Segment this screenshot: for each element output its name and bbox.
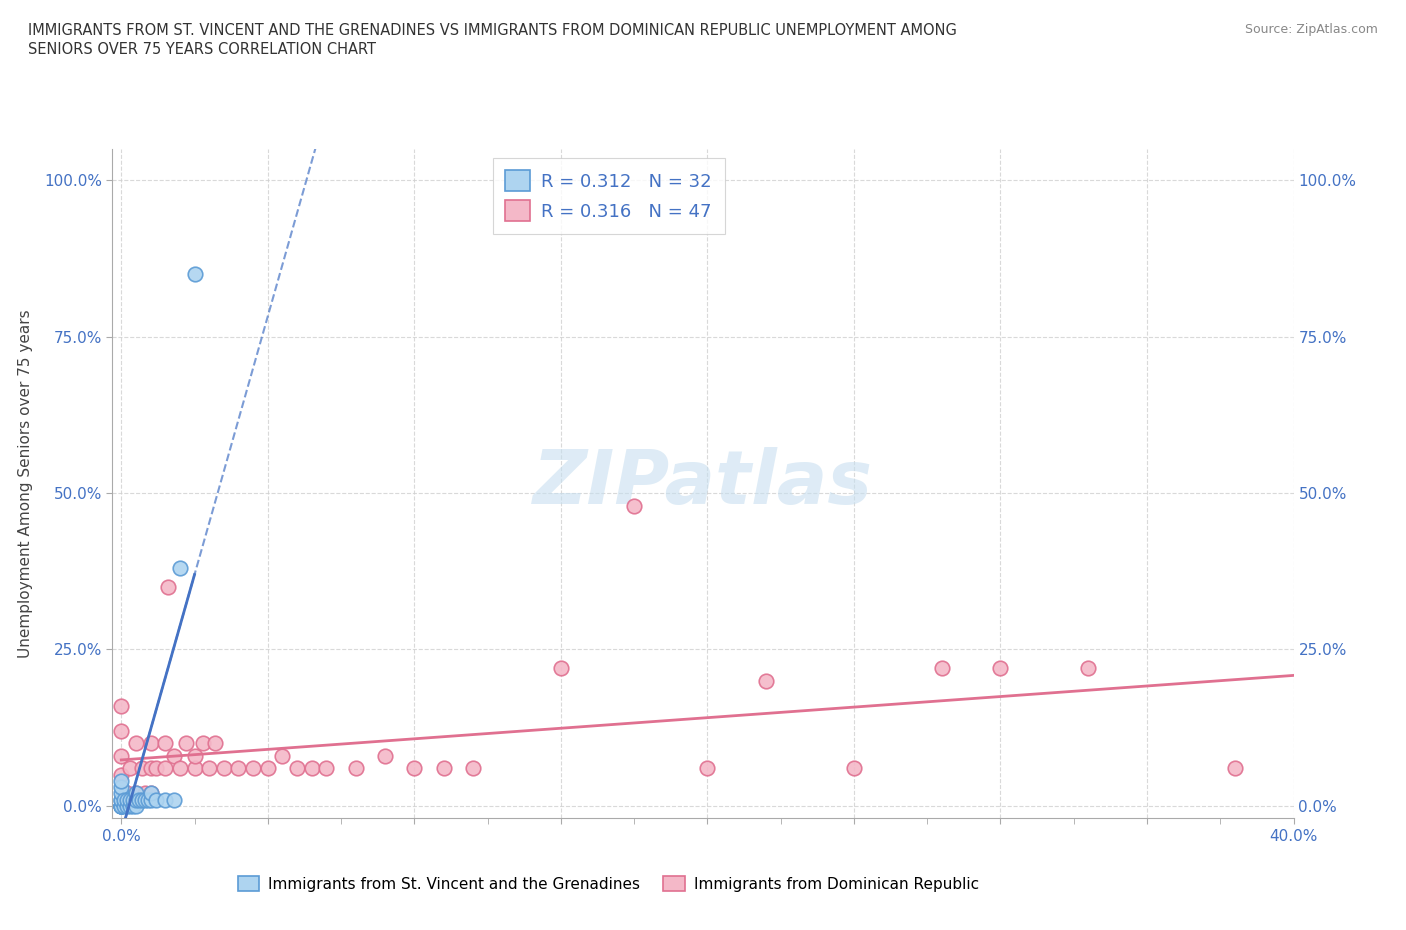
- Point: [128, 792, 150, 807]
- Point: [256, 761, 278, 776]
- Point: [110, 774, 132, 789]
- Text: Source: ZipAtlas.com: Source: ZipAtlas.com: [1244, 23, 1378, 36]
- Point: [120, 792, 142, 807]
- Point: [755, 673, 778, 688]
- Point: [204, 736, 226, 751]
- Point: [1223, 761, 1246, 776]
- Point: [550, 661, 572, 676]
- Point: [110, 799, 132, 814]
- Point: [433, 761, 456, 776]
- Point: [110, 749, 132, 764]
- Point: [120, 799, 142, 814]
- Point: [155, 761, 177, 776]
- Point: [125, 786, 148, 801]
- Point: [198, 761, 221, 776]
- Point: [1077, 661, 1099, 676]
- Point: [163, 749, 186, 764]
- Text: ZIPatlas: ZIPatlas: [533, 447, 873, 520]
- Point: [461, 761, 484, 776]
- Point: [125, 786, 148, 801]
- Point: [110, 724, 132, 738]
- Point: [155, 736, 177, 751]
- Point: [131, 792, 153, 807]
- Point: [115, 786, 138, 801]
- Point: [163, 792, 186, 807]
- Point: [285, 761, 308, 776]
- Point: [193, 736, 215, 751]
- Point: [110, 779, 132, 794]
- Point: [112, 792, 135, 807]
- Point: [110, 786, 132, 801]
- Point: [110, 799, 132, 814]
- Point: [145, 761, 167, 776]
- Point: [344, 761, 367, 776]
- Point: [110, 792, 132, 807]
- Point: [139, 786, 162, 801]
- Point: [242, 761, 264, 776]
- Point: [931, 661, 953, 676]
- Point: [271, 749, 294, 764]
- Point: [110, 698, 132, 713]
- Point: [301, 761, 323, 776]
- Legend: Immigrants from St. Vincent and the Grenadines, Immigrants from Dominican Republ: Immigrants from St. Vincent and the Gren…: [232, 870, 986, 897]
- Point: [139, 792, 162, 807]
- Point: [228, 761, 250, 776]
- Point: [145, 792, 167, 807]
- Point: [374, 749, 396, 764]
- Point: [110, 767, 132, 782]
- Point: [136, 792, 159, 807]
- Point: [112, 799, 135, 814]
- Point: [122, 792, 145, 807]
- Point: [315, 761, 337, 776]
- Point: [120, 761, 142, 776]
- Text: IMMIGRANTS FROM ST. VINCENT AND THE GRENADINES VS IMMIGRANTS FROM DOMINICAN REPU: IMMIGRANTS FROM ST. VINCENT AND THE GREN…: [28, 23, 957, 38]
- Point: [169, 561, 191, 576]
- Point: [139, 786, 162, 801]
- Point: [125, 799, 148, 814]
- Point: [623, 498, 645, 513]
- Point: [131, 761, 153, 776]
- Point: [212, 761, 235, 776]
- Point: [157, 579, 180, 594]
- Point: [134, 786, 156, 801]
- Point: [110, 799, 132, 814]
- Point: [183, 761, 205, 776]
- Y-axis label: Unemployment Among Seniors over 75 years: Unemployment Among Seniors over 75 years: [18, 310, 32, 658]
- Point: [404, 761, 426, 776]
- Point: [115, 799, 138, 814]
- Point: [125, 792, 148, 807]
- Point: [155, 792, 177, 807]
- Point: [125, 736, 148, 751]
- Point: [183, 749, 205, 764]
- Point: [139, 761, 162, 776]
- Point: [122, 799, 145, 814]
- Text: SENIORS OVER 75 YEARS CORRELATION CHART: SENIORS OVER 75 YEARS CORRELATION CHART: [28, 42, 377, 57]
- Point: [169, 761, 191, 776]
- Point: [842, 761, 865, 776]
- Point: [134, 792, 156, 807]
- Point: [115, 792, 138, 807]
- Point: [110, 799, 132, 814]
- Point: [696, 761, 718, 776]
- Point: [139, 736, 162, 751]
- Point: [990, 661, 1012, 676]
- Point: [110, 792, 132, 807]
- Point: [110, 799, 132, 814]
- Point: [183, 267, 205, 282]
- Point: [174, 736, 197, 751]
